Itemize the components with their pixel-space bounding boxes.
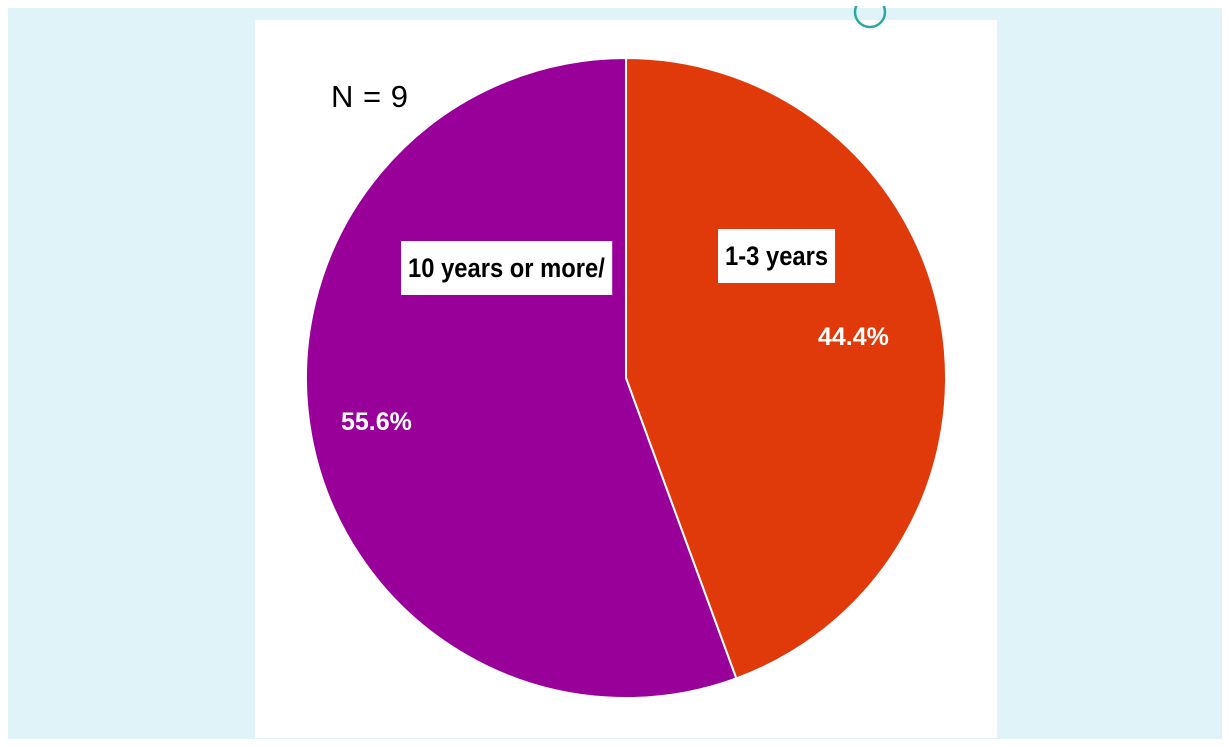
pie-slice-1-3-years	[625, 56, 947, 680]
pie-slices	[305, 56, 947, 699]
partial-circle-icon	[853, 6, 887, 29]
sample-size-label: N = 9	[331, 79, 409, 114]
slice-label-1-3-years: 1-3 years	[718, 229, 836, 283]
pie-chart	[305, 56, 947, 699]
slice-percent-10-years-or-more: 55.6%	[341, 408, 412, 436]
slice-percent-1-3-years: 44.4%	[818, 323, 889, 351]
pie-slice-10-years-or-more	[305, 56, 738, 699]
slice-label-10-years-or-more: 10 years or more/	[401, 241, 612, 295]
page-frame: N = 9 1-3 years 10 years or more/ 44.4% …	[8, 6, 1222, 739]
chart-card: N = 9 1-3 years 10 years or more/ 44.4% …	[255, 6, 997, 738]
